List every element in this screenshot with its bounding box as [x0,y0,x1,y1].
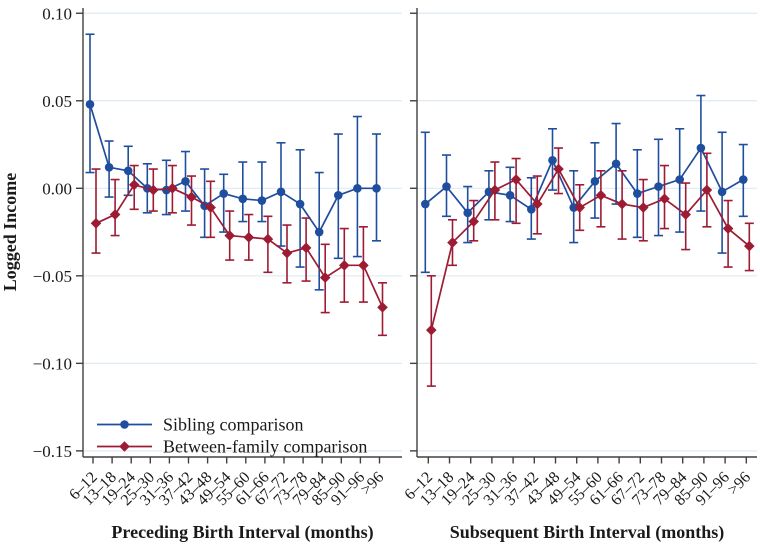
legend-label: Between-family comparison [163,437,367,457]
data-point [421,199,430,209]
data-point [262,233,274,245]
data-point [510,174,522,185]
x-tick-label: >96 [358,469,388,499]
data-point [205,202,216,213]
y-axis-title: Logged Income [0,173,20,292]
legend-marker-circle [120,420,129,429]
data-point [722,223,734,234]
data-point [675,175,684,184]
data-point [224,230,235,241]
data-point [314,227,324,237]
data-point [109,209,121,220]
data-point [334,191,343,200]
data-point [744,240,755,252]
data-point [574,202,585,213]
data-point [569,203,578,212]
data-point [489,184,501,196]
legend-label: Sibling comparison [163,415,304,435]
data-point [358,260,369,271]
data-point [148,184,159,196]
data-point [463,208,473,218]
data-point [532,198,543,210]
data-point [238,194,248,204]
data-point [717,187,727,197]
data-point [633,189,642,198]
data-point [85,99,95,109]
series-line-circle [424,146,744,215]
data-point [104,162,114,172]
data-point [590,176,600,186]
data-point [739,175,748,184]
y-tick-label: −0.10 [33,354,72,373]
data-point [527,205,536,214]
data-point [90,218,102,229]
data-point [123,166,133,176]
data-point [611,159,621,169]
data-point [595,190,607,201]
x-axis-title-right: Subsequent Birth Interval (months) [450,522,725,543]
data-point [654,182,663,191]
data-point [181,176,190,186]
data-point [701,184,713,196]
data-point [339,260,350,271]
data-point [276,187,286,197]
data-point [553,163,564,175]
data-point [548,155,557,165]
data-point [426,324,437,336]
data-point [696,143,706,153]
data-point [377,302,388,313]
series-line-diamond [430,167,750,331]
data-point [243,232,255,243]
data-point [353,184,362,193]
data-point [616,198,628,210]
data-point [447,237,458,248]
data-point [505,191,515,200]
x-axis-title-left: Preceding Birth Interval (months) [111,522,373,543]
y-tick-label: −0.05 [33,267,72,286]
data-point [659,193,670,205]
y-tick-label: 0.00 [42,179,72,198]
y-tick-label: 0.10 [42,4,72,23]
data-point [295,199,305,209]
data-point [186,191,197,203]
series-line-circle [89,104,377,234]
data-point [128,179,140,191]
series-line-diamond [95,183,384,308]
data-point [680,209,691,220]
y-tick-label: −0.15 [33,442,72,461]
data-point [468,216,479,227]
data-point [257,196,267,205]
data-point [372,184,381,193]
data-point [167,183,178,194]
data-point [442,182,451,191]
legend-marker-diamond [119,441,130,452]
data-point [281,247,293,259]
y-tick-label: 0.05 [42,92,72,111]
x-tick-label: >96 [724,469,754,499]
data-point [300,242,312,254]
data-point [319,272,331,283]
data-point [638,202,649,213]
data-point [219,189,228,198]
